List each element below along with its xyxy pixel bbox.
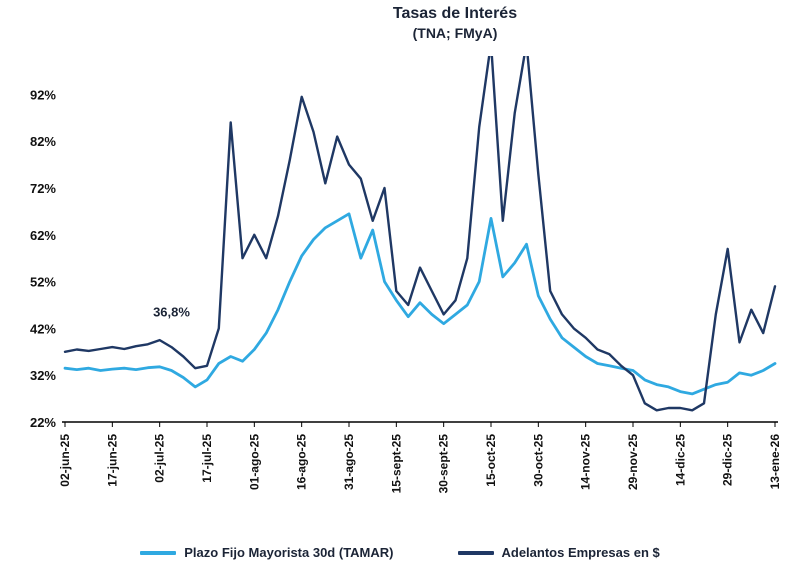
x-tick-label: 01-ago-25 xyxy=(247,434,261,490)
x-tick-label: 29-dic-25 xyxy=(721,434,735,486)
x-tick-label: 15-oct-25 xyxy=(484,434,498,487)
chart-legend: Plazo Fijo Mayorista 30d (TAMAR) Adelant… xyxy=(0,545,800,560)
legend-label-adelantos: Adelantos Empresas en $ xyxy=(501,545,660,560)
y-tick-label: 82% xyxy=(30,134,56,149)
x-tick-label: 13-ene-26 xyxy=(768,434,782,490)
x-tick-label: 02-jul-25 xyxy=(153,434,167,483)
x-tick-label: 17-jun-25 xyxy=(105,434,119,487)
line-chart: 22% 32% 42% 52% 62% 72% 82% 92% 02-jun-25 17-jun-… xyxy=(30,56,782,494)
legend-item-tamar: Plazo Fijo Mayorista 30d (TAMAR) xyxy=(140,545,394,560)
legend-item-adelantos: Adelantos Empresas en $ xyxy=(457,545,660,560)
x-tick-label: 29-nov-25 xyxy=(626,434,640,490)
x-tick-label: 30-sept-25 xyxy=(437,434,451,494)
x-tick-label: 14-dic-25 xyxy=(673,434,687,486)
x-tick-label: 30-oct-25 xyxy=(531,434,545,487)
y-tick-label: 32% xyxy=(30,368,56,383)
tamar-line-swatch xyxy=(140,550,177,555)
x-tick-label: 31-ago-25 xyxy=(342,434,356,490)
x-tick-label: 02-jun-25 xyxy=(58,434,72,487)
y-tick-label: 42% xyxy=(30,321,56,336)
y-tick-label: 92% xyxy=(30,87,56,102)
y-tick-label: 62% xyxy=(30,228,56,243)
adelantos-line-swatch xyxy=(457,550,494,555)
legend-label-tamar: Plazo Fijo Mayorista 30d (TAMAR) xyxy=(184,545,394,560)
x-tick-label: 16-ago-25 xyxy=(295,434,309,490)
chart-header: Tasas de Interés (TNA; FMyA) xyxy=(110,4,800,42)
series-line-adelantos xyxy=(63,56,777,412)
y-tick-label: 22% xyxy=(30,415,56,430)
x-tick-label: 15-sept-25 xyxy=(389,434,403,494)
chart-subtitle: (TNA; FMyA) xyxy=(412,25,498,41)
data-label-annotation: 36,8% xyxy=(153,305,190,320)
chart-title: Tasas de Interés xyxy=(392,5,518,22)
y-tick-label: 52% xyxy=(30,275,56,290)
y-tick-label: 72% xyxy=(30,181,56,196)
x-tick-label: 14-nov-25 xyxy=(579,434,593,490)
series-line-tamar xyxy=(63,212,777,396)
x-tick-label: 17-jul-25 xyxy=(200,434,214,483)
